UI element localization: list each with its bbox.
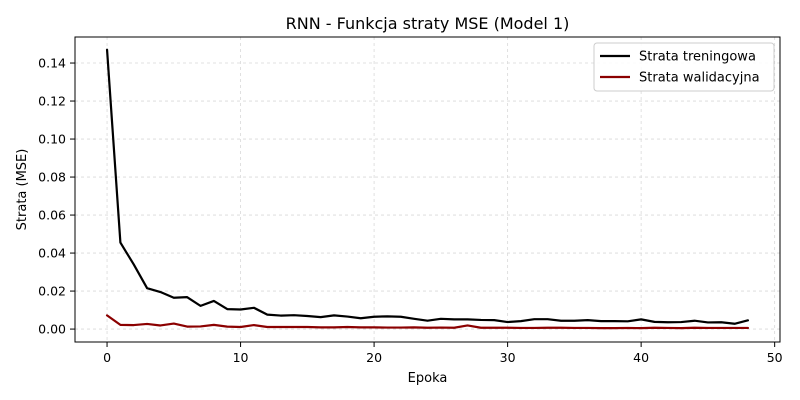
plot-frame [74, 36, 781, 343]
series-layer [105, 48, 750, 330]
grid [75, 37, 780, 342]
legend: Strata treningowa Strata walidacyjna [593, 42, 775, 92]
x-tick-label: 0 [103, 350, 111, 365]
series-line-validation [105, 314, 750, 330]
x-tick-label: 20 [366, 350, 382, 365]
y-tick-label: 0.00 [38, 322, 66, 337]
chart-title: RNN - Funkcja straty MSE (Model 1) [286, 14, 570, 33]
x-tick-label: 50 [767, 350, 783, 365]
y-tick-label: 0.06 [38, 208, 66, 223]
x-axis: 0 10 20 30 40 50 [103, 342, 783, 365]
legend-label-validation: Strata walidacyjna [639, 71, 760, 86]
y-tick-label: 0.12 [38, 94, 66, 109]
y-axis: 0.00 0.02 0.04 0.06 0.08 0.10 0.12 0.14 [38, 56, 75, 337]
y-tick-label: 0.14 [38, 56, 66, 71]
x-tick-label: 30 [500, 350, 516, 365]
y-tick-label: 0.08 [38, 170, 66, 185]
y-tick-label: 0.02 [38, 284, 66, 299]
y-tick-label: 0.04 [38, 246, 66, 261]
y-tick-label: 0.10 [38, 132, 66, 147]
legend-box [593, 42, 775, 92]
x-axis-title: Epoka [408, 371, 448, 386]
x-tick-label: 40 [633, 350, 649, 365]
x-tick-label: 10 [233, 350, 249, 365]
y-axis-title: Strata (MSE) [15, 149, 30, 231]
legend-label-train: Strata treningowa [639, 50, 756, 65]
series-line-train [105, 48, 750, 325]
